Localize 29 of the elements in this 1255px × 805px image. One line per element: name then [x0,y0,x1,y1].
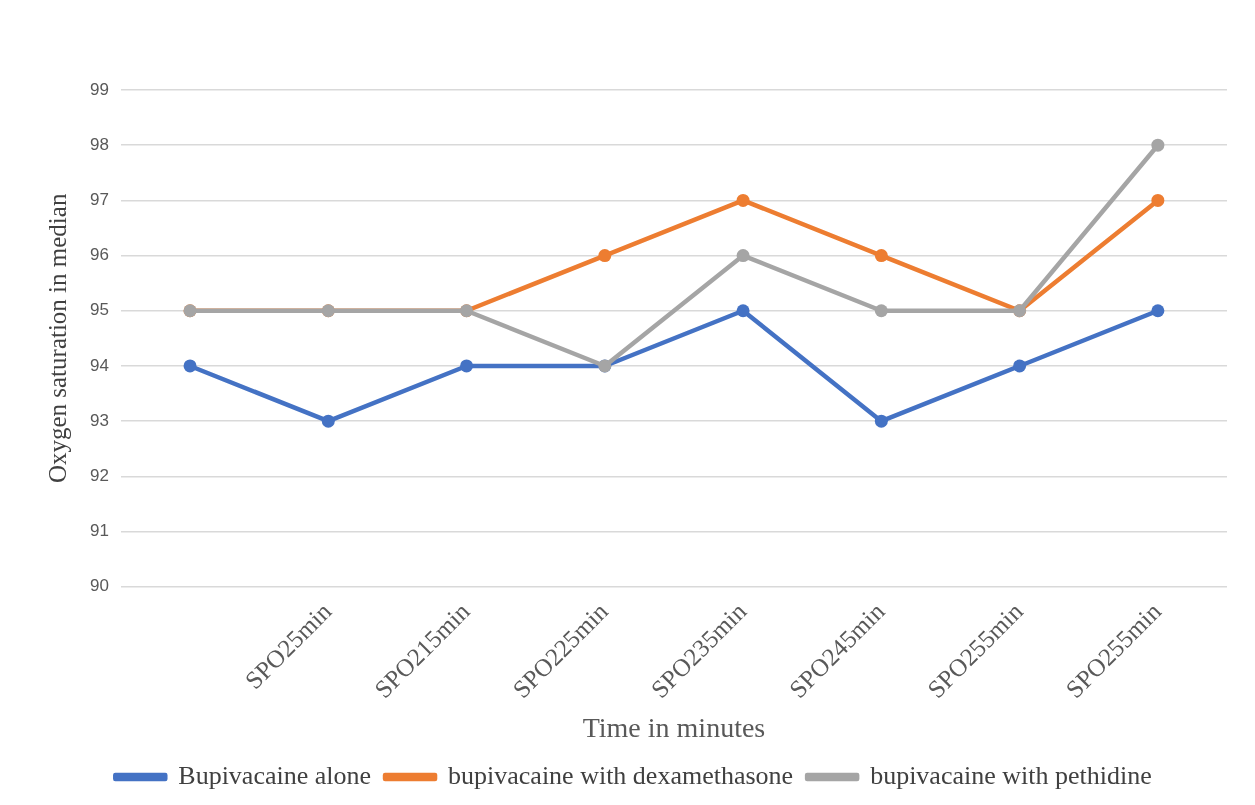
y-axis-title: Oxygen saturation in median [43,193,71,484]
point [1013,359,1027,373]
y-tick-label: 97 [89,190,109,210]
point [736,304,750,318]
x-axis-title: Time in minutes [582,711,766,743]
y-tick-label: 99 [89,79,109,99]
point [460,359,474,373]
y-tick-label: 95 [89,300,109,320]
y-tick-label: 96 [89,245,109,265]
legend-label: bupivacaine with pethidine [870,760,1152,790]
y-tick-label: 90 [89,576,109,596]
y-tick-label: 98 [89,134,109,154]
point [598,249,612,263]
point [874,249,888,263]
y-tick-label: 93 [89,410,109,430]
y-tick-label: 92 [89,466,109,486]
point [1151,138,1165,152]
point [1151,304,1165,318]
point [321,414,335,428]
point [874,414,888,428]
point [736,249,750,263]
y-tick-label: 94 [89,355,109,375]
point [183,359,197,373]
legend-label: Bupivacaine alone [178,760,372,790]
point [1151,193,1165,207]
point [874,304,888,318]
legend-label: bupivacaine with dexamethasone [448,760,794,790]
point [736,193,750,207]
y-tick-label: 91 [89,521,109,541]
